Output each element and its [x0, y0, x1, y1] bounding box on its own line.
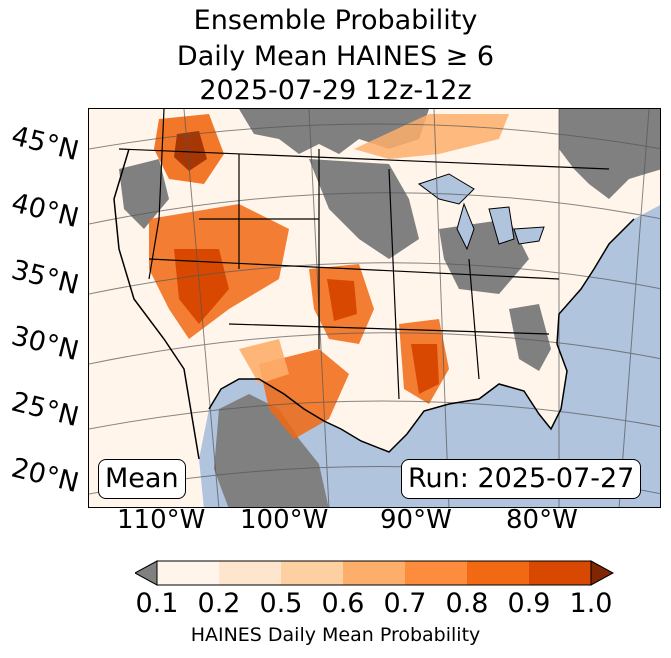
map-canvas	[89, 109, 660, 507]
colorbar-label: HAINES Daily Mean Probability	[190, 624, 481, 646]
lat-label-20: 20°N	[8, 452, 82, 500]
great-lakes	[417, 173, 545, 251]
stat-label-box: Mean	[98, 459, 186, 499]
lat-label-40: 40°N	[8, 187, 82, 235]
colorbar-tick-label: 0.7	[383, 588, 427, 619]
colorbar-segment	[343, 561, 406, 585]
colorbar-over-triangle	[590, 560, 615, 586]
mid-prob-texas-west	[239, 339, 289, 384]
state-borders	[118, 109, 610, 400]
colorbar-segment	[467, 561, 530, 585]
mid-prob-band	[354, 114, 509, 159]
lat-label-25: 25°N	[8, 386, 82, 434]
title-line-2: Daily Mean HAINES ≥ 6	[176, 41, 495, 72]
colorbar-tick-label: 0.6	[321, 588, 365, 619]
colorbar-segment	[219, 561, 282, 585]
colorbar-segments	[157, 561, 592, 585]
colorbar-tick-label: 1.0	[569, 588, 613, 619]
high-prob-gulf-core	[411, 344, 439, 394]
lat-label-35: 35°N	[8, 254, 82, 302]
high-prob-southwest-core	[174, 249, 229, 324]
lon-label-90w: 90°W	[380, 505, 452, 535]
lat-label-30: 30°N	[8, 320, 82, 368]
colorbar-segment	[281, 561, 344, 585]
lon-label-80w: 80°W	[506, 505, 578, 535]
colorbar-tick-label: 0.2	[197, 588, 241, 619]
colorbar-tick-label: 0.9	[507, 588, 551, 619]
colorbar-tick-label: 0.5	[259, 588, 303, 619]
colorbar-segment	[529, 561, 592, 585]
colorbar	[135, 560, 615, 586]
no-data-region-southeast	[509, 304, 551, 371]
lon-label-110w: 110°W	[117, 505, 206, 535]
colorbar-tick-label: 0.1	[135, 588, 179, 619]
colorbar-segment	[405, 561, 468, 585]
coastline	[113, 148, 635, 460]
colorbar-under-triangle	[135, 560, 158, 586]
run-label-box: Run: 2025-07-27	[401, 459, 642, 499]
no-data-region-mexico	[214, 394, 329, 507]
probability-map	[88, 108, 661, 508]
colorbar-frame	[156, 560, 592, 586]
colorbar-segment	[157, 561, 220, 585]
title-line-3: 2025-07-29 12z-12z	[199, 75, 472, 106]
no-data-region-east-canada	[559, 109, 660, 199]
high-prob-plains-core	[327, 279, 357, 321]
lat-label-45: 45°N	[8, 120, 82, 168]
colorbar-tick-label: 0.8	[445, 588, 489, 619]
title-line-1: Ensemble Probability	[193, 5, 478, 36]
lon-label-100w: 100°W	[240, 505, 329, 535]
high-prob-northwest-core	[174, 131, 207, 171]
